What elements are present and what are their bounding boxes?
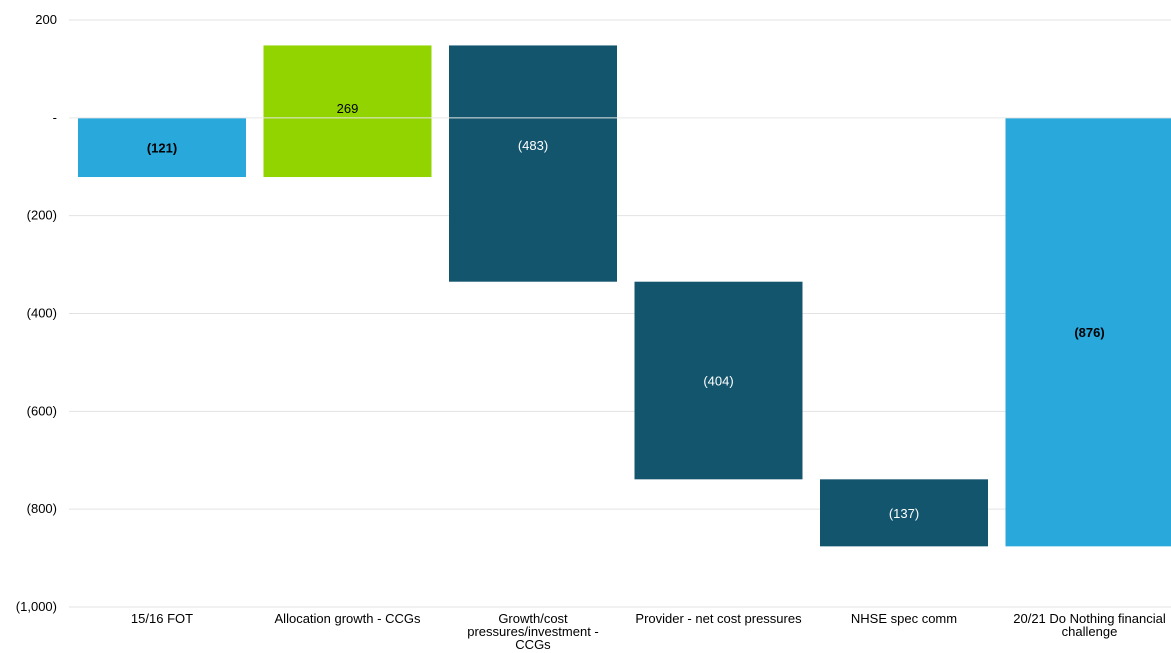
bar <box>449 45 617 282</box>
data-label: (137) <box>889 506 919 521</box>
y-tick-label: (400) <box>27 306 57 321</box>
y-tick-label: 200 <box>35 12 57 27</box>
bar <box>78 117 246 178</box>
y-tick-label: (200) <box>27 208 57 223</box>
y-tick-label: (1,000) <box>16 599 57 614</box>
gridlines <box>69 19 1171 608</box>
bar <box>263 45 432 178</box>
x-category-label: NHSE spec comm <box>851 611 957 626</box>
data-label: (121) <box>147 140 177 155</box>
x-category-label: Growth/cost pressures/investment -CCGs <box>467 611 599 652</box>
bar <box>1005 117 1171 547</box>
y-tick-label: (800) <box>27 501 57 516</box>
x-category-label: Allocation growth - CCGs <box>275 611 421 626</box>
y-tick-label: (600) <box>27 403 57 418</box>
data-label: (404) <box>703 374 733 389</box>
x-category-label: Provider - net cost pressures <box>635 611 802 626</box>
x-category-label: 15/16 FOT <box>131 611 193 626</box>
bar <box>820 479 988 547</box>
data-labels: (121) 269 (483) (404) (137) (876) <box>147 101 1105 521</box>
x-axis-categories: 15/16 FOT Allocation growth - CCGs Growth/… <box>131 611 1166 652</box>
x-category-label: 20/21 Do Nothing financial challenge <box>1013 611 1166 639</box>
bar <box>634 281 803 480</box>
data-label: 269 <box>337 101 359 116</box>
bars <box>78 45 1171 547</box>
data-label: (483) <box>518 138 548 153</box>
y-axis-ticks: 200 - (200) (400) (600) (800) (1,000) <box>16 12 57 614</box>
y-tick-label: - <box>53 110 57 125</box>
data-label: (876) <box>1074 325 1104 340</box>
